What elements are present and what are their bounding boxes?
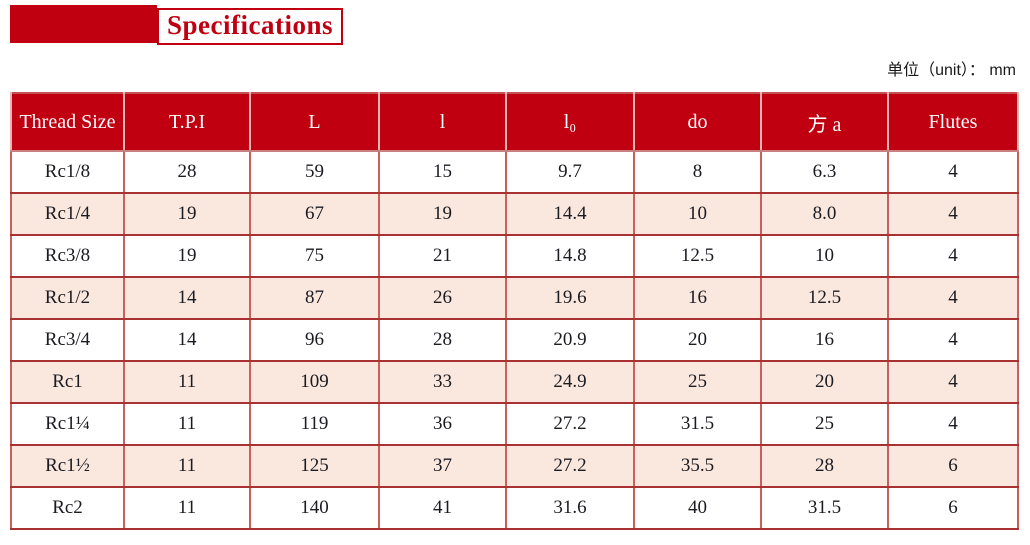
table-cell: 140 — [249, 486, 380, 530]
table-cell: 25 — [633, 360, 762, 404]
col-header-fang-a: 方 a — [760, 93, 889, 152]
col-header-l: l — [378, 93, 507, 152]
table-cell: 37 — [378, 444, 507, 488]
page-title: Specifications — [157, 8, 343, 45]
table-cell: 11 — [123, 486, 251, 530]
table-row: Rc3/8 19 75 21 14.8 12.5 10 4 — [10, 234, 1019, 278]
table-cell: 9.7 — [505, 150, 635, 194]
table-cell: 11 — [123, 360, 251, 404]
table-cell: 14.8 — [505, 234, 635, 278]
table-row: Rc1/2 14 87 26 19.6 16 12.5 4 — [10, 276, 1019, 320]
table-row: Rc1 11 109 33 24.9 25 20 4 — [10, 360, 1019, 404]
table-row: Rc1½ 11 125 37 27.2 35.5 28 6 — [10, 444, 1019, 488]
table-cell: 31.6 — [505, 486, 635, 530]
thread-size-cell: Rc2 — [10, 486, 125, 530]
table-cell: 16 — [633, 276, 762, 320]
table-cell: 4 — [887, 318, 1019, 362]
table-cell: 10 — [760, 234, 889, 278]
table-row: Rc1¼ 11 119 36 27.2 31.5 25 4 — [10, 402, 1019, 446]
col-header-do: do — [633, 93, 762, 152]
table-cell: 27.2 — [505, 402, 635, 446]
unit-label: 单位（unit）： mm — [887, 62, 1016, 79]
col-header-thread-size: Thread Size — [10, 93, 125, 152]
table-cell: 27.2 — [505, 444, 635, 488]
table-cell: 31.5 — [633, 402, 762, 446]
table-cell: 20 — [633, 318, 762, 362]
table-cell: 25 — [760, 402, 889, 446]
table-cell: 87 — [249, 276, 380, 320]
thread-size-cell: Rc1¼ — [10, 402, 125, 446]
table-cell: 40 — [633, 486, 762, 530]
table-cell: 4 — [887, 150, 1019, 194]
table-cell: 19.6 — [505, 276, 635, 320]
table-cell: 11 — [123, 402, 251, 446]
table-cell: 10 — [633, 192, 762, 236]
table-cell: 33 — [378, 360, 507, 404]
table-cell: 14 — [123, 318, 251, 362]
thread-size-cell: Rc1/4 — [10, 192, 125, 236]
table-cell: 6 — [887, 486, 1019, 530]
table-cell: 67 — [249, 192, 380, 236]
table-cell: 19 — [378, 192, 507, 236]
thread-size-cell: Rc1 — [10, 360, 125, 404]
table-cell: 14.4 — [505, 192, 635, 236]
table-cell: 12.5 — [760, 276, 889, 320]
thread-size-cell: Rc3/8 — [10, 234, 125, 278]
table-cell: 20 — [760, 360, 889, 404]
table-row: Rc1/8 28 59 15 9.7 8 6.3 4 — [10, 150, 1019, 194]
table-cell: 28 — [760, 444, 889, 488]
table-cell: 24.9 — [505, 360, 635, 404]
table-cell: 119 — [249, 402, 380, 446]
table-cell: 19 — [123, 192, 251, 236]
col-header-l0: l₀ — [505, 93, 635, 152]
table-cell: 14 — [123, 276, 251, 320]
table-cell: 19 — [123, 234, 251, 278]
table-cell: 109 — [249, 360, 380, 404]
table-cell: 41 — [378, 486, 507, 530]
table-cell: 12.5 — [633, 234, 762, 278]
table-cell: 35.5 — [633, 444, 762, 488]
table-cell: 4 — [887, 234, 1019, 278]
table-cell: 96 — [249, 318, 380, 362]
table-cell: 36 — [378, 402, 507, 446]
table-cell: 28 — [378, 318, 507, 362]
thread-size-cell: Rc1½ — [10, 444, 125, 488]
col-header-flutes: Flutes — [887, 93, 1019, 152]
banner-red-block — [10, 5, 157, 43]
specifications-table: Thread Size T.P.I L l l₀ do 方 a Flutes R… — [10, 92, 1019, 530]
table-cell: 8 — [633, 150, 762, 194]
thread-size-cell: Rc1/2 — [10, 276, 125, 320]
thread-size-cell: Rc1/8 — [10, 150, 125, 194]
table-row: Rc2 11 140 41 31.6 40 31.5 6 — [10, 486, 1019, 530]
col-header-L: L — [249, 93, 380, 152]
table-body: Rc1/8 28 59 15 9.7 8 6.3 4 Rc1/4 19 67 19 14.4 10 8.0 4… — [10, 150, 1019, 530]
table-cell: 4 — [887, 402, 1019, 446]
table-cell: 16 — [760, 318, 889, 362]
table-cell: 59 — [249, 150, 380, 194]
table-cell: 20.9 — [505, 318, 635, 362]
table-header-row: Thread Size T.P.I L l l₀ do 方 a Flutes — [10, 93, 1019, 152]
table-cell: 8.0 — [760, 192, 889, 236]
table-cell: 75 — [249, 234, 380, 278]
thread-size-cell: Rc3/4 — [10, 318, 125, 362]
table-cell: 26 — [378, 276, 507, 320]
table-row: Rc1/4 19 67 19 14.4 10 8.0 4 — [10, 192, 1019, 236]
table-cell: 6 — [887, 444, 1019, 488]
table-cell: 21 — [378, 234, 507, 278]
table-cell: 15 — [378, 150, 507, 194]
table-cell: 11 — [123, 444, 251, 488]
table-cell: 31.5 — [760, 486, 889, 530]
table-cell: 125 — [249, 444, 380, 488]
table-cell: 28 — [123, 150, 251, 194]
col-header-tpi: T.P.I — [123, 93, 251, 152]
table-cell: 4 — [887, 276, 1019, 320]
table-cell: 4 — [887, 192, 1019, 236]
table-cell: 4 — [887, 360, 1019, 404]
table-row: Rc3/4 14 96 28 20.9 20 16 4 — [10, 318, 1019, 362]
table-cell: 6.3 — [760, 150, 889, 194]
